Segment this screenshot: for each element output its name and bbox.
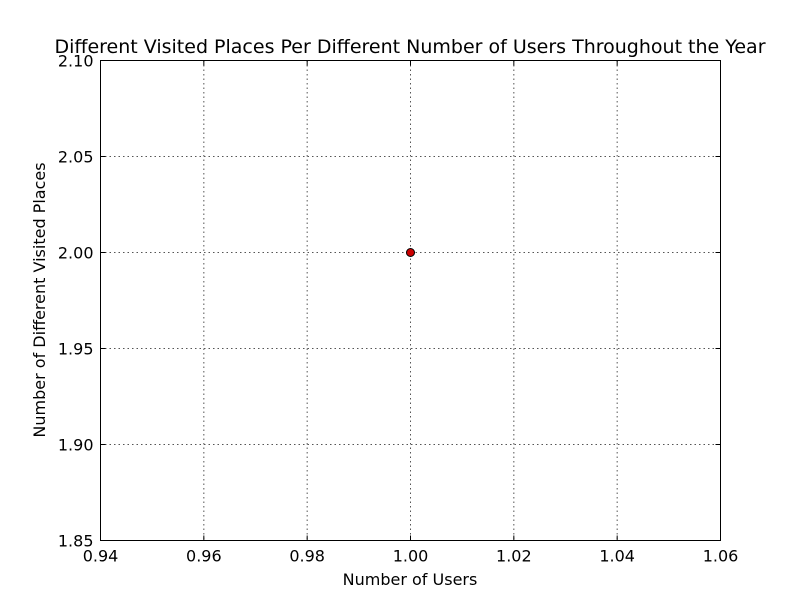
x-tick-label: 1.06 [703,547,739,566]
x-tick-label: 1.02 [496,547,532,566]
plot-frame [100,60,721,541]
y-axis-label: Number of Different Visited Places [30,162,49,437]
x-tick-label: 1.00 [393,547,429,566]
x-tick-label: 0.94 [83,547,119,566]
chart-title: Different Visited Places Per Different N… [54,36,765,58]
data-points [406,248,415,257]
data-point [406,248,415,257]
y-tick-labels: 1.85 1.90 1.95 2.00 2.05 2.10 [58,52,94,551]
y-tick-label: 2.05 [58,148,94,167]
y-tick-label: 2.10 [58,52,94,71]
grid [100,60,721,541]
y-tick-label: 2.00 [58,244,94,263]
x-tick-label: 0.98 [289,547,325,566]
x-tick-labels: 0.94 0.96 0.98 1.00 1.02 1.04 1.06 [83,547,739,566]
y-tick-label: 1.85 [58,532,94,551]
y-tick-label: 1.95 [58,340,94,359]
y-tick-label: 1.90 [58,436,94,455]
x-tick-label: 0.96 [186,547,222,566]
x-axis-label: Number of Users [343,570,478,589]
x-tick-label: 1.04 [599,547,635,566]
